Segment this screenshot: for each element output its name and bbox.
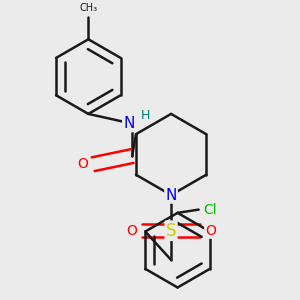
Text: CH₃: CH₃: [79, 4, 98, 14]
Text: O: O: [126, 224, 137, 238]
Text: S: S: [166, 222, 176, 240]
Text: Cl: Cl: [203, 202, 217, 217]
Text: O: O: [205, 224, 216, 238]
Text: O: O: [77, 157, 88, 171]
Text: H: H: [141, 109, 151, 122]
Text: N: N: [123, 116, 135, 131]
Text: N: N: [165, 188, 177, 202]
